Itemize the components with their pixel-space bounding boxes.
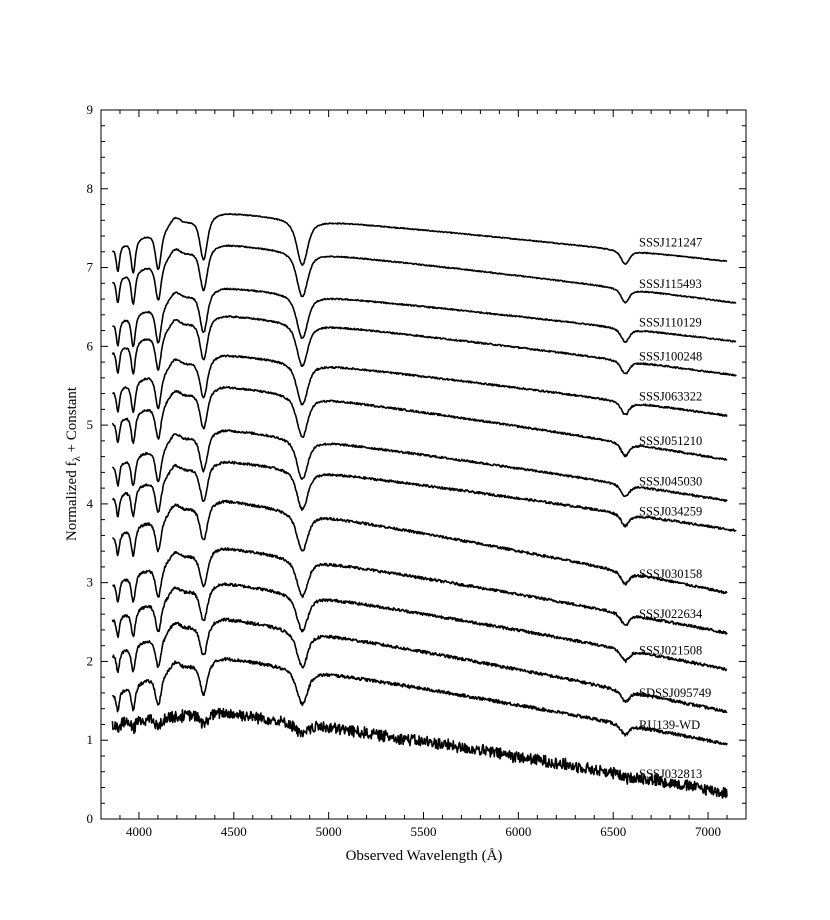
spectrum-line — [112, 499, 728, 595]
y-tick-label: 5 — [87, 417, 94, 432]
series-label: SSSJ115493 — [639, 277, 702, 291]
axis-ticks — [101, 109, 746, 820]
series-label: SSSJ121247 — [639, 235, 702, 249]
x-axis-title: Observed Wavelength (Å) — [346, 848, 503, 864]
spectrum-line — [111, 385, 728, 461]
series-label: SSSJ034259 — [639, 505, 702, 519]
y-tick-label: 0 — [87, 811, 94, 826]
y-tick-label: 7 — [87, 260, 94, 275]
spectrum-line — [112, 354, 728, 417]
x-tick-label: 7000 — [695, 824, 721, 839]
spectrum-line — [111, 460, 737, 532]
y-tick-label: 2 — [87, 653, 94, 668]
x-tick-label: 6500 — [600, 824, 626, 839]
series-label: SSSJ100248 — [639, 349, 702, 363]
spectrum-line — [111, 707, 728, 799]
spectrum-line — [111, 244, 737, 305]
spectrum-line — [111, 656, 728, 746]
spectrum-line — [111, 617, 728, 714]
series-label: SSSJ021508 — [639, 643, 702, 657]
spectra-series — [111, 213, 737, 799]
x-tick-label: 5500 — [411, 824, 437, 839]
y-tick-label: 3 — [87, 575, 94, 590]
spectrum-line — [111, 213, 728, 274]
y-tick-label: 6 — [87, 338, 94, 353]
x-tick-label: 4500 — [221, 824, 247, 839]
spectrum-line — [111, 429, 728, 503]
y-tick-label: 9 — [87, 102, 94, 117]
series-label: SSSJ045030 — [639, 475, 702, 489]
y-tick-label: 4 — [87, 496, 94, 511]
series-label: SSSJ032813 — [639, 767, 702, 781]
series-label: SDSSJ095749 — [639, 686, 711, 700]
y-tick-label: 8 — [87, 181, 94, 196]
y-tick-label: 1 — [87, 732, 94, 747]
x-tick-label: 5000 — [316, 824, 342, 839]
y-axis-title: Normalized fλ + Constant — [64, 386, 83, 541]
series-label: SSSJ022634 — [639, 607, 703, 621]
series-label: SSSJ030158 — [639, 567, 702, 581]
spectrum-line — [112, 287, 737, 348]
series-label: SSSJ063322 — [639, 390, 702, 404]
spectrum-line — [111, 582, 728, 672]
x-tick-label: 6000 — [505, 824, 531, 839]
series-label: RU139-WD — [639, 718, 700, 732]
tick-labels: 4000 4500 5000 5500 6000 6500 7000 0 1 2 3 4 5 6 7 8 9 — [87, 102, 722, 839]
x-tick-label: 4000 — [126, 824, 152, 839]
series-labels: SSSJ121247 SSSJ115493 SSSJ110129 SSSJ100248… — [639, 235, 711, 781]
series-label: SSSJ051210 — [639, 434, 702, 448]
spectrum-line — [112, 547, 728, 635]
series-label: SSSJ110129 — [639, 316, 702, 330]
spectrum-line — [111, 315, 737, 377]
